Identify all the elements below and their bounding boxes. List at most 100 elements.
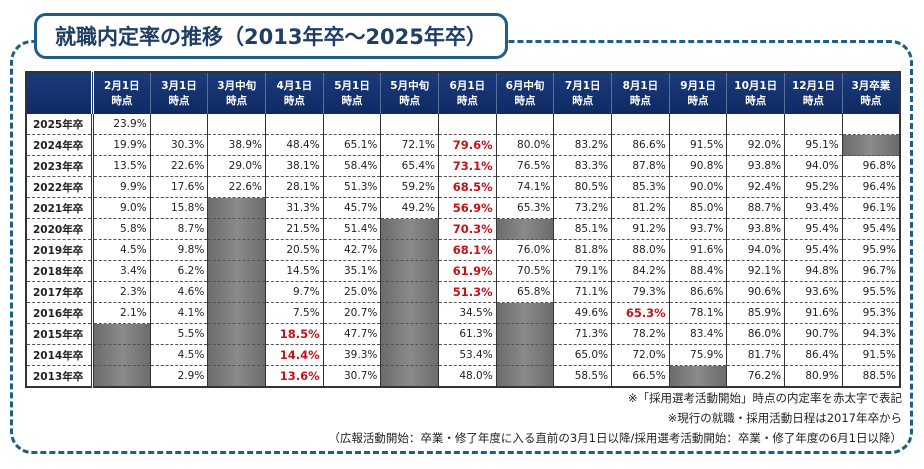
unavailable-cell	[380, 239, 440, 261]
rate-cell: 94.0%	[784, 155, 843, 177]
rate-cell	[726, 114, 786, 135]
rate-cell: 84.2%	[611, 260, 670, 282]
rate-cell: 79.3%	[611, 281, 670, 303]
rate-cell: 92.1%	[726, 260, 786, 282]
rate-cell: 68.5%	[438, 176, 497, 198]
rate-cell: 93.4%	[784, 197, 843, 219]
rate-cell: 81.7%	[726, 344, 786, 366]
rate-cell: 61.3%	[438, 323, 497, 345]
rate-cell: 39.3%	[322, 344, 382, 366]
rate-cell: 4.1%	[149, 302, 209, 324]
rate-cell: 95.3%	[841, 302, 901, 324]
rate-cell: 65.8%	[495, 281, 555, 303]
rate-cell: 35.1%	[322, 260, 382, 282]
unavailable-cell	[380, 260, 440, 282]
rate-cell: 73.2%	[553, 197, 613, 219]
rate-cell	[380, 114, 440, 135]
unavailable-cell	[92, 323, 151, 345]
unavailable-cell	[92, 344, 151, 366]
table-row: 2014年卒 4.5% 14.4% 39.3% 53.4% 65.0% 72.0% 75.9%…	[25, 344, 901, 366]
rate-cell: 71.3%	[553, 323, 613, 345]
rate-cell: 5.5%	[149, 323, 209, 345]
rate-cell: 65.4%	[380, 155, 440, 177]
note-red-bold: ※「採用選考活動開始」時点の内定率を赤太字で表記	[627, 391, 902, 405]
rate-cell: 83.2%	[553, 134, 613, 156]
rate-cell: 90.7%	[784, 323, 843, 345]
rate-cell: 15.8%	[149, 197, 209, 219]
rate-cell	[207, 114, 267, 135]
rate-cell: 8.7%	[149, 218, 209, 240]
rate-cell: 96.1%	[841, 197, 901, 219]
page-title: 就職内定率の推移（2013年卒～2025年卒）	[34, 13, 508, 59]
column-header: 2月1日 時点	[92, 72, 151, 114]
rate-cell: 51.3%	[438, 281, 497, 303]
unavailable-cell	[841, 134, 901, 156]
rate-cell: 42.7%	[322, 239, 382, 261]
unavailable-cell	[380, 344, 440, 366]
rate-cell: 30.7%	[322, 365, 382, 388]
rate-cell: 80.9%	[784, 365, 843, 388]
rate-cell: 86.6%	[668, 281, 728, 303]
rate-cell: 88.0%	[611, 239, 670, 261]
rate-cell: 93.6%	[784, 281, 843, 303]
rate-cell: 4.5%	[149, 344, 209, 366]
rate-cell: 88.7%	[726, 197, 786, 219]
rate-cell: 25.0%	[322, 281, 382, 303]
table-header-row: 2月1日 時点 3月1日 時点 3月中旬 時点 4月1日 時点 5月1日 時点 5月中旬 時点 6月1日…	[25, 72, 900, 114]
rate-cell: 13.5%	[92, 155, 151, 177]
rate-cell: 9.0%	[92, 197, 151, 219]
rate-cell: 29.0%	[207, 155, 267, 177]
rate-cell: 76.2%	[726, 365, 786, 388]
rate-cell: 49.6%	[553, 302, 613, 324]
rate-cell: 49.2%	[380, 197, 440, 219]
rate-cell: 96.7%	[841, 260, 901, 282]
table-row: 2016年卒 2.1% 4.1% 7.5% 20.7% 34.5% 49.6% 65.3% 78…	[25, 302, 901, 324]
rate-cell: 95.4%	[784, 218, 843, 240]
rate-cell: 70.3%	[438, 218, 497, 240]
row-label: 2019年卒	[25, 239, 94, 261]
rate-cell: 5.8%	[92, 218, 151, 240]
rate-cell: 31.3%	[265, 197, 324, 219]
unavailable-cell	[92, 365, 151, 388]
rate-cell: 90.8%	[668, 155, 728, 177]
rate-cell: 30.3%	[149, 134, 209, 156]
rate-cell: 61.9%	[438, 260, 497, 282]
rate-cell: 94.8%	[784, 260, 843, 282]
table-row: 2023年卒 13.5% 22.6% 29.0% 38.1% 58.4% 65.4% 73.1…	[25, 155, 901, 177]
unavailable-cell	[207, 344, 267, 366]
rate-cell: 51.4%	[322, 218, 382, 240]
table-row: 2013年卒 2.9% 13.6% 30.7% 48.0% 58.5% 66.5% 76.2%…	[25, 365, 901, 388]
rate-cell: 3.4%	[92, 260, 151, 282]
rate-cell: 93.8%	[726, 155, 786, 177]
unavailable-cell	[207, 302, 267, 324]
rate-cell: 85.1%	[553, 218, 613, 240]
rate-cell: 65.0%	[553, 344, 613, 366]
rate-cell: 95.4%	[841, 218, 901, 240]
row-label: 2023年卒	[25, 155, 94, 177]
rate-cell: 92.4%	[726, 176, 786, 198]
rate-cell	[495, 114, 555, 135]
rate-cell: 48.0%	[438, 365, 497, 388]
header-corner	[25, 72, 94, 114]
table-row: 2022年卒 9.9% 17.6% 22.6% 28.1% 51.3% 59.2% 68.5%…	[25, 176, 901, 198]
rate-cell: 92.0%	[726, 134, 786, 156]
rate-cell: 68.1%	[438, 239, 497, 261]
rate-cell: 91.6%	[668, 239, 728, 261]
rate-cell: 38.1%	[265, 155, 324, 177]
column-header: 3月1日 時点	[149, 72, 208, 114]
rate-cell: 91.5%	[668, 134, 728, 156]
rate-cell: 88.4%	[668, 260, 728, 282]
rate-cell: 22.6%	[207, 176, 267, 198]
rate-cell: 85.0%	[668, 197, 728, 219]
rate-cell: 20.7%	[322, 302, 382, 324]
rate-cell	[668, 114, 728, 135]
rate-cell: 83.4%	[668, 323, 728, 345]
rate-cell: 2.9%	[149, 365, 209, 388]
rate-cell: 4.6%	[149, 281, 209, 303]
rate-cell: 9.7%	[265, 281, 324, 303]
unavailable-cell	[380, 365, 440, 388]
rate-cell: 21.5%	[265, 218, 324, 240]
rate-cell: 95.2%	[784, 176, 843, 198]
unavailable-cell	[380, 218, 440, 240]
unavailable-cell	[207, 365, 267, 388]
